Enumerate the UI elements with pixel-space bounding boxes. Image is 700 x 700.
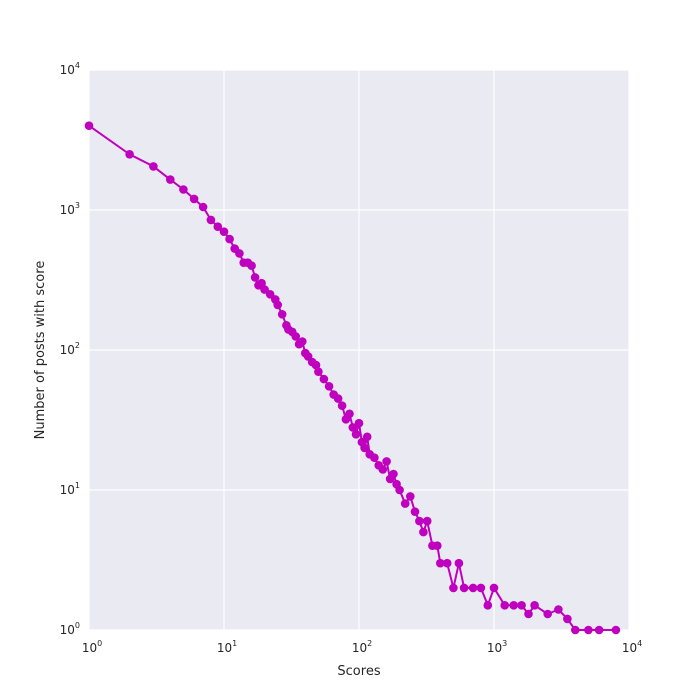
data-point [378, 465, 388, 474]
x-tick-label: 103 [487, 639, 507, 655]
data-point [337, 401, 347, 411]
data-point [298, 337, 307, 346]
data-point [449, 583, 458, 593]
data-point [149, 162, 158, 171]
data-point [509, 601, 518, 610]
y-axis-label: Number of posts with score [33, 261, 48, 440]
data-point [442, 558, 452, 568]
data-point [554, 605, 563, 614]
x-tick-labels: 100 101 102 103 104 [82, 639, 642, 655]
data-point [324, 382, 334, 391]
data-point [415, 516, 424, 526]
data-point [277, 310, 287, 319]
data-point [360, 443, 369, 453]
data-point [198, 202, 208, 212]
data-point [436, 558, 445, 568]
data-point [311, 360, 321, 370]
y-tick-label: 101 [60, 481, 80, 497]
data-point [189, 194, 199, 204]
y-tick-labels: 100 101 102 103 104 [60, 61, 80, 637]
data-point [530, 601, 539, 610]
data-point [422, 516, 432, 526]
data-point [517, 601, 526, 610]
data-point [454, 558, 464, 568]
data-point [489, 583, 499, 593]
data-point [406, 492, 415, 501]
data-point [611, 625, 621, 635]
data-point [166, 175, 175, 184]
data-point [225, 234, 234, 244]
data-point [395, 485, 404, 495]
data-point [433, 541, 442, 550]
data-point [206, 215, 216, 225]
data-point [354, 418, 364, 428]
data-point [459, 583, 469, 593]
y-tick-label: 103 [60, 201, 80, 217]
data-point [314, 367, 323, 377]
data-point [584, 625, 593, 635]
data-point [563, 614, 572, 624]
y-tick-label: 104 [60, 61, 80, 77]
data-point [419, 527, 428, 537]
data-point [235, 249, 244, 258]
data-point [400, 499, 410, 508]
y-tick-label: 102 [60, 341, 80, 357]
series-marker-layer [84, 121, 621, 635]
data-point [333, 394, 343, 403]
data-point [250, 273, 260, 282]
data-point [594, 625, 604, 635]
y-tick-label: 100 [60, 621, 80, 637]
grid-lines [88, 69, 630, 631]
data-point [319, 374, 329, 384]
data-point [370, 453, 379, 463]
data-point [524, 609, 533, 619]
data-point [84, 121, 94, 130]
data-point [483, 601, 493, 610]
data-point [348, 423, 358, 432]
data-point [219, 227, 229, 236]
x-tick-label: 101 [217, 639, 237, 655]
x-tick-label: 100 [82, 639, 102, 655]
data-point [382, 457, 391, 466]
data-point [291, 332, 301, 341]
data-point [257, 278, 266, 288]
data-point [213, 222, 223, 231]
x-tick-label: 104 [622, 639, 642, 655]
data-point [500, 601, 510, 610]
data-point [362, 432, 372, 442]
data-point [476, 583, 486, 593]
data-point [410, 507, 420, 516]
x-axis-label: Scores [337, 664, 380, 679]
x-tick-label: 102 [352, 639, 372, 655]
data-point [543, 609, 552, 619]
data-point [345, 409, 354, 419]
data-point [179, 185, 188, 194]
data-point [125, 150, 134, 159]
data-point [273, 300, 283, 310]
data-point [571, 625, 580, 635]
data-point [468, 583, 478, 593]
data-point [389, 469, 398, 479]
data-point [351, 430, 361, 439]
data-point [247, 261, 256, 271]
